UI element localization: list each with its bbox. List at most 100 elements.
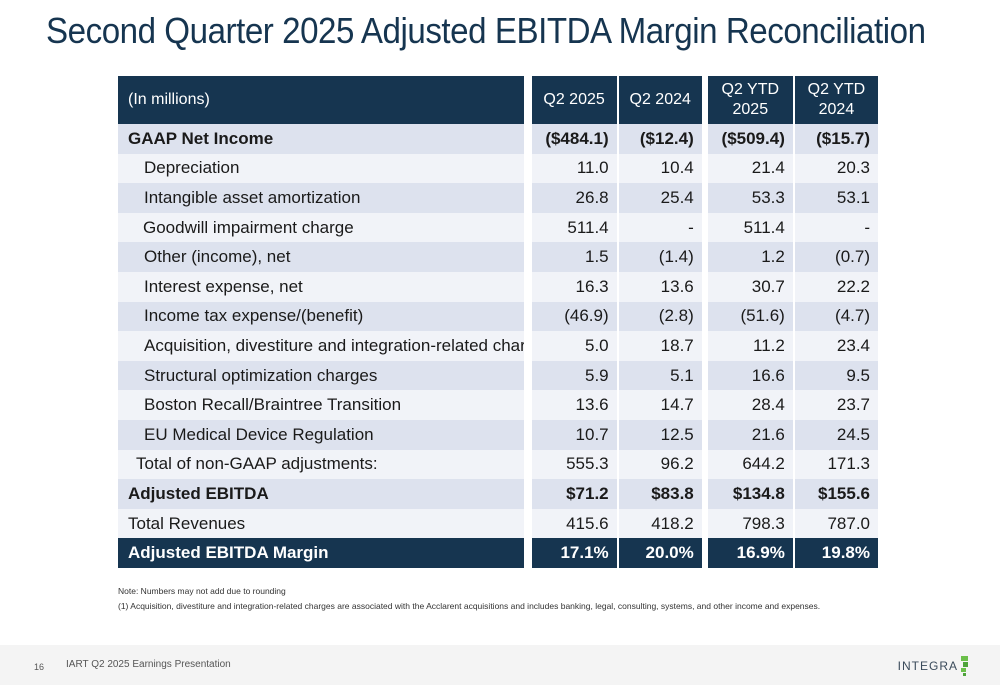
header-q2-2024: Q2 2024 <box>616 76 702 124</box>
row-label: Adjusted EBITDA <box>118 479 524 509</box>
cell-q2-2024: (2.8) <box>616 301 702 332</box>
header-ytd-2025: Q2 YTD 2025 <box>707 76 793 124</box>
table-row: Interest expense, net 16.3 13.6 30.7 22.2 <box>118 271 878 302</box>
cell-ytd-2025: (51.6) <box>707 301 793 332</box>
cell-q2-2024: ($12.4) <box>616 124 702 154</box>
rounding-note: Note: Numbers may not add due to roundin… <box>118 586 286 596</box>
cell-ytd-2025: 798.3 <box>707 508 793 539</box>
cell-ytd-2024: 19.8% <box>792 538 878 568</box>
cell-q2-2024: $83.8 <box>616 479 702 509</box>
row-label: Other (income), net <box>118 242 524 272</box>
cell-q2-2024: 20.0% <box>616 538 702 568</box>
cell-q2-2025: 5.9 <box>531 360 617 391</box>
cell-q2-2025: (46.9) <box>531 301 617 332</box>
row-label: Adjusted EBITDA Margin <box>118 538 524 568</box>
table-row: Depreciation 11.0 10.4 21.4 20.3 <box>118 153 878 184</box>
cell-q2-2024: 5.1 <box>616 360 702 391</box>
cell-ytd-2024: 787.0 <box>792 508 878 539</box>
page-title: Second Quarter 2025 Adjusted EBITDA Marg… <box>46 10 926 51</box>
cell-ytd-2025: 16.6 <box>707 360 793 391</box>
row-label: Interest expense, net <box>118 271 524 302</box>
cell-q2-2025: 415.6 <box>531 508 617 539</box>
cell-ytd-2025: 21.4 <box>707 153 793 184</box>
cell-q2-2024: 18.7 <box>616 331 702 361</box>
table-row: Boston Recall/Braintree Transition 13.6 14… <box>118 390 878 420</box>
row-label: Boston Recall/Braintree Transition <box>118 390 524 420</box>
cell-ytd-2024: 22.2 <box>792 271 878 302</box>
row-label: Acquisition, divestiture and integration… <box>118 331 524 361</box>
reconciliation-table: (In millions) Q2 2025 Q2 2024 Q2 YTD 2025… <box>118 76 878 568</box>
cell-ytd-2024: 53.1 <box>792 183 878 213</box>
cell-ytd-2024: $155.6 <box>792 479 878 509</box>
table-row: Acquisition, divestiture and integration… <box>118 331 878 361</box>
cell-ytd-2025: 511.4 <box>707 212 793 243</box>
row-label: Depreciation <box>118 153 524 184</box>
cell-ytd-2024: 23.4 <box>792 331 878 361</box>
cell-q2-2024: 25.4 <box>616 183 702 213</box>
cell-ytd-2024: (0.7) <box>792 242 878 272</box>
cell-q2-2025: $71.2 <box>531 479 617 509</box>
cell-q2-2025: 5.0 <box>531 331 617 361</box>
cell-ytd-2025: ($509.4) <box>707 124 793 154</box>
slide-footer: 16 IART Q2 2025 Earnings Presentation IN… <box>0 645 1000 685</box>
cell-q2-2024: 10.4 <box>616 153 702 184</box>
cell-q2-2025: 16.3 <box>531 271 617 302</box>
acquisition-footnote: (1) Acquisition, divestiture and integra… <box>118 601 821 611</box>
cell-q2-2024: 13.6 <box>616 271 702 302</box>
cell-ytd-2024: 23.7 <box>792 390 878 420</box>
cell-ytd-2025: 28.4 <box>707 390 793 420</box>
cell-ytd-2025: 21.6 <box>707 419 793 450</box>
cell-q2-2025: 10.7 <box>531 419 617 450</box>
page-number: 16 <box>34 662 45 672</box>
row-label: Total Revenues <box>118 508 524 539</box>
table-row: GAAP Net Income ($484.1) ($12.4) ($509.4) ($… <box>118 124 878 154</box>
cell-ytd-2024: 9.5 <box>792 360 878 391</box>
cell-ytd-2024: ($15.7) <box>792 124 878 154</box>
cell-ytd-2025: $134.8 <box>707 479 793 509</box>
row-label: Structural optimization charges <box>118 360 524 391</box>
header-ytd-2024: Q2 YTD 2024 <box>792 76 878 124</box>
logo-mark-icon <box>961 656 968 676</box>
cell-q2-2024: 14.7 <box>616 390 702 420</box>
table-row: EU Medical Device Regulation 10.7 12.5 21.6… <box>118 419 878 450</box>
logo-wordmark: INTEGRA <box>897 659 958 673</box>
row-label: GAAP Net Income <box>118 124 524 154</box>
footer-caption: IART Q2 2025 Earnings Presentation <box>66 659 231 670</box>
table-row: Adjusted EBITDA $71.2 $83.8 $134.8 $155.6 <box>118 479 878 509</box>
table-row: Income tax expense/(benefit) (46.9) (2.8)(… <box>118 301 878 332</box>
row-label: EU Medical Device Regulation <box>118 419 524 450</box>
table-row: Goodwill impairment charge 511.4-511.4- <box>118 212 878 243</box>
table-row: Total of non-GAAP adjustments: 555.3 96.2 6… <box>118 449 878 480</box>
cell-q2-2025: 11.0 <box>531 153 617 184</box>
cell-ytd-2024: - <box>792 212 878 243</box>
cell-q2-2024: - <box>616 212 702 243</box>
cell-q2-2025: 555.3 <box>531 449 617 480</box>
table-header-row: (In millions) Q2 2025 Q2 2024 Q2 YTD 2025… <box>118 76 878 124</box>
cell-q2-2025: 26.8 <box>531 183 617 213</box>
cell-q2-2025: 1.5 <box>531 242 617 272</box>
cell-ytd-2025: 11.2 <box>707 331 793 361</box>
cell-ytd-2025: 30.7 <box>707 271 793 302</box>
reconciliation-table-container: (In millions) Q2 2025 Q2 2024 Q2 YTD 2025… <box>118 76 878 568</box>
cell-q2-2025: 511.4 <box>531 212 617 243</box>
row-label: Income tax expense/(benefit) <box>118 301 524 332</box>
header-label: (In millions) <box>118 76 524 124</box>
cell-ytd-2024: 171.3 <box>792 449 878 480</box>
cell-ytd-2025: 644.2 <box>707 449 793 480</box>
row-label: Intangible asset amortization <box>118 183 524 213</box>
cell-q2-2024: (1.4) <box>616 242 702 272</box>
cell-q2-2025: ($484.1) <box>531 124 617 154</box>
table-row: Other (income), net 1.5 (1.4) 1.2 (0.7) <box>118 242 878 272</box>
table-row: Total Revenues 415.6 418.2 798.3 787.0 <box>118 508 878 539</box>
cell-ytd-2025: 16.9% <box>707 538 793 568</box>
table-row: Intangible asset amortization 26.8 25.4 53.… <box>118 183 878 213</box>
header-q2-2025: Q2 2025 <box>531 76 617 124</box>
table-row: Adjusted EBITDA Margin 17.1% 20.0% 16.9% 19.… <box>118 538 878 568</box>
cell-ytd-2024: (4.7) <box>792 301 878 332</box>
cell-q2-2025: 13.6 <box>531 390 617 420</box>
table-row: Structural optimization charges 5.9 5.1 16.… <box>118 360 878 391</box>
cell-q2-2025: 17.1% <box>531 538 617 568</box>
integra-logo: INTEGRA <box>898 655 970 677</box>
cell-ytd-2025: 1.2 <box>707 242 793 272</box>
row-label: Goodwill impairment charge <box>118 212 524 243</box>
